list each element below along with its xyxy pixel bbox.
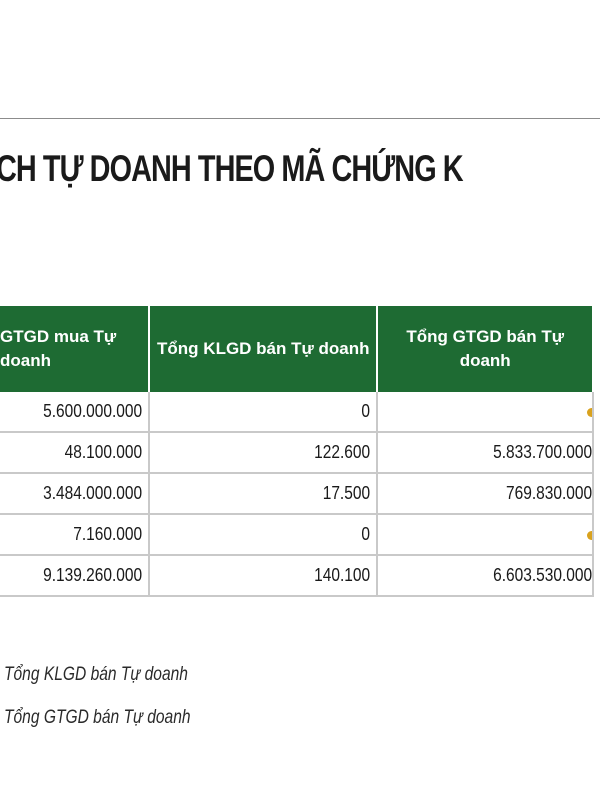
- cell-sell-value-marker: [587, 530, 592, 540]
- cell-sell-value: 5.833.700.000: [492, 442, 592, 462]
- top-divider: [0, 118, 600, 119]
- cell-sell-value-marker: [587, 407, 592, 417]
- legend-item-sell-volume: Tổng KLGD bán Tự doanh: [4, 664, 188, 685]
- table-row: 9.139.260.000 140.100 6.603.530.000: [0, 555, 594, 597]
- table-header-row: GTGD mua Tự doanh Tổng KLGD bán Tự doanh…: [0, 306, 594, 392]
- proprietary-trading-table: GTGD mua Tự doanh Tổng KLGD bán Tự doanh…: [0, 306, 594, 597]
- header-sell-volume: Tổng KLGD bán Tự doanh: [149, 306, 379, 392]
- cell-sell-volume: 122.600: [314, 442, 371, 462]
- table-row: 3.484.000.000 17.500 769.830.000: [0, 473, 594, 515]
- cell-sell-volume: 0: [361, 401, 371, 421]
- legend-item-sell-value: Tổng GTGD bán Tự doanh: [4, 707, 191, 728]
- cell-sell-volume: 140.100: [314, 565, 371, 585]
- cell-buy-value: 48.100.000: [64, 442, 143, 462]
- cell-buy-value: 3.484.000.000: [43, 483, 143, 503]
- cell-buy-value: 7.160.000: [73, 524, 143, 544]
- cell-buy-value: 5.600.000.000: [43, 401, 143, 421]
- cell-sell-value: 6.603.530.000: [492, 565, 592, 585]
- cell-sell-value: 769.830.000: [505, 483, 592, 503]
- header-sell-value: Tổng GTGD bán Tự doanh: [377, 306, 594, 392]
- cell-buy-value: 9.139.260.000: [43, 565, 143, 585]
- page-title: CH TỰ DOANH THEO MÃ CHỨNG K: [0, 148, 464, 189]
- cell-sell-volume: 17.500: [323, 483, 371, 503]
- table-row: 48.100.000 122.600 5.833.700.000: [0, 432, 594, 474]
- header-buy-value: GTGD mua Tự doanh: [0, 306, 151, 392]
- cell-sell-volume: 0: [361, 524, 371, 544]
- table-row: 5.600.000.000 0: [0, 392, 594, 433]
- table-row: 7.160.000 0: [0, 514, 594, 556]
